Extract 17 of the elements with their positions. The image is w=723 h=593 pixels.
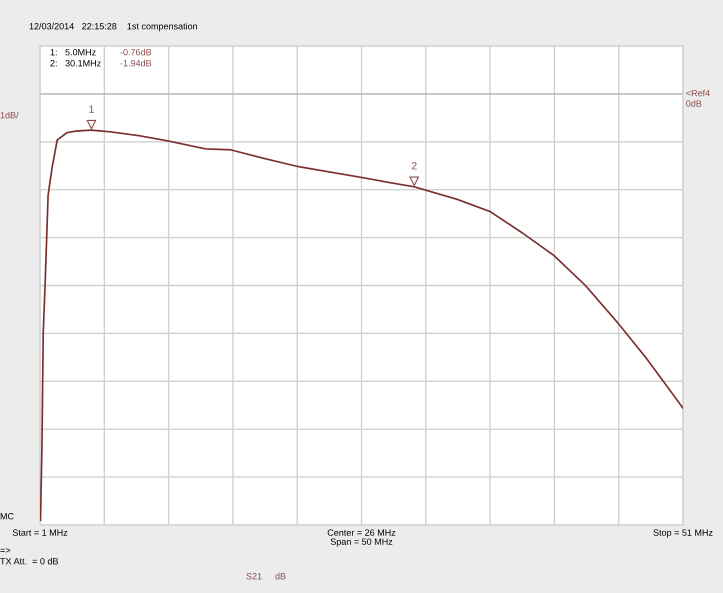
text: S21 (246, 573, 262, 580)
x-tick-label: Stop = 51 MHz (653, 529, 713, 538)
x-tick-label: Start = 1 MHz (12, 529, 68, 536)
text: MC (0, 513, 14, 520)
text: TX Att. = 0 dB (0, 558, 58, 564)
chart-subtitle: 12/03/2014 22:15:28 1st compensation (30, 22, 198, 32)
text: dB (275, 572, 286, 580)
text: 1dB/ (0, 112, 19, 118)
annotation: 2 (412, 162, 417, 170)
text: -1.94dB (120, 60, 152, 66)
x-tick-label: Center = 26 MHz Span = 50 MHz (328, 529, 396, 547)
text: 1: 5.0MHz (50, 49, 96, 56)
text: -0.76dB (120, 48, 152, 56)
text: 2: 30.1MHz (50, 60, 101, 66)
ref-line-label: <Ref4 0dB (686, 90, 710, 107)
text: => (0, 548, 10, 553)
annotation: 1 (89, 106, 94, 113)
